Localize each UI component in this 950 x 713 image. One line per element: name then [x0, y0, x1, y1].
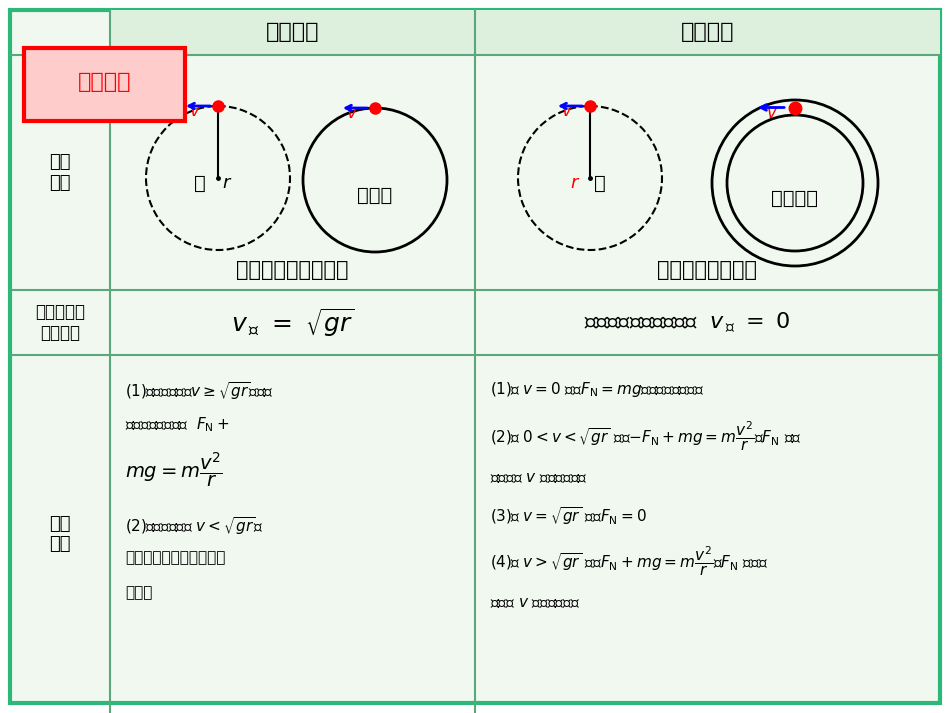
- Text: v: v: [562, 102, 572, 120]
- Text: r: r: [222, 174, 229, 192]
- Text: (2)当 $0<v<\sqrt{gr}$ 时，$-F_{\rm N}+mg=m\dfrac{v^2}{r}$，$F_{\rm N}$ 背离: (2)当 $0<v<\sqrt{gr}$ 时，$-F_{\rm N}+mg=m\…: [490, 420, 802, 453]
- Text: 圆心，随 $v$ 的增大而减小: 圆心，随 $v$ 的增大而减小: [490, 470, 588, 485]
- Text: v: v: [768, 103, 777, 121]
- Bar: [475, 10, 940, 55]
- Text: (3)当 $v=\sqrt{gr}$ 时，$F_{\rm N}=0$: (3)当 $v=\sqrt{gr}$ 时，$F_{\rm N}=0$: [490, 505, 647, 527]
- Text: 在到达最高点前球已脱离: 在到达最高点前球已脱离: [125, 550, 225, 565]
- Text: 常见
类型: 常见 类型: [49, 153, 70, 192]
- Text: r: r: [571, 174, 578, 192]
- Text: 心并随 $v$ 的增大而增大: 心并随 $v$ 的增大而增大: [490, 595, 580, 610]
- Text: $v_{\,临}\ =\ \sqrt{gr}$: $v_{\,临}\ =\ \sqrt{gr}$: [231, 307, 354, 339]
- Text: 均是有支撑的小球: 均是有支撑的小球: [657, 260, 757, 280]
- Text: 圆轨道: 圆轨道: [125, 585, 152, 600]
- Text: (2)不能过最高点 $v<\sqrt{gr}$，: (2)不能过最高点 $v<\sqrt{gr}$，: [125, 515, 263, 537]
- Text: (1)过最高点时，$v\geq\sqrt{gr}$，绳、: (1)过最高点时，$v\geq\sqrt{gr}$，绳、: [125, 380, 274, 402]
- Text: 易错易混: 易错易混: [78, 72, 131, 92]
- Text: 均是没有支撑的小球: 均是没有支撑的小球: [237, 260, 349, 280]
- Text: v: v: [347, 104, 357, 122]
- Text: 圆轨道: 圆轨道: [357, 185, 392, 205]
- Text: 过最高点的
临界条件: 过最高点的 临界条件: [35, 303, 85, 342]
- Text: 讨论
分析: 讨论 分析: [49, 515, 70, 553]
- FancyBboxPatch shape: [24, 48, 185, 121]
- Text: 绳: 绳: [194, 173, 206, 193]
- Text: 轻杆模型: 轻杆模型: [681, 23, 734, 43]
- Text: $mg=m\dfrac{v^2}{r}$: $mg=m\dfrac{v^2}{r}$: [125, 450, 223, 489]
- Text: (4)当 $v>\sqrt{gr}$ 时，$F_{\rm N}+mg=m\dfrac{v^2}{r}$，$F_{\rm N}$ 指向圆: (4)当 $v>\sqrt{gr}$ 时，$F_{\rm N}+mg=m\dfr…: [490, 545, 768, 578]
- Text: 杆: 杆: [594, 173, 606, 193]
- Text: (1)当 $v=0$ 时，$F_{\rm N}=mg$，沿半径背离圆心: (1)当 $v=0$ 时，$F_{\rm N}=mg$，沿半径背离圆心: [490, 380, 704, 399]
- Bar: [110, 10, 475, 55]
- Text: 光滑管道: 光滑管道: [771, 188, 819, 207]
- Text: 轨道对球产生弹力  $F_{\rm N}+$: 轨道对球产生弹力 $F_{\rm N}+$: [125, 415, 229, 434]
- Text: v: v: [190, 102, 200, 120]
- Text: 轻绳模型: 轻绳模型: [266, 23, 319, 43]
- Text: 小球恰能做圆周运动，  $v_{\,临}\ =\ 0$: 小球恰能做圆周运动， $v_{\,临}\ =\ 0$: [584, 310, 790, 335]
